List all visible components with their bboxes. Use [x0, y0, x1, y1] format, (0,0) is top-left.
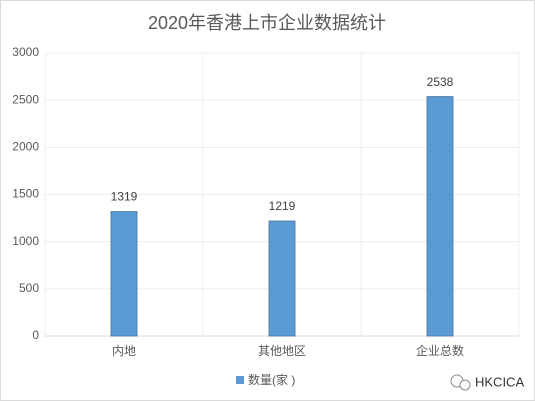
x-tick-label: 其他地区 — [258, 344, 306, 358]
y-tick-label: 1000 — [12, 234, 39, 248]
bar — [268, 220, 296, 337]
y-tick-label: 3000 — [12, 45, 39, 59]
x-tick-label: 企业总数 — [416, 343, 464, 358]
y-tick-label: 0 — [32, 328, 39, 342]
data-label: 1319 — [111, 190, 138, 204]
y-tick-label: 500 — [19, 281, 39, 295]
y-tick-label: 1500 — [12, 187, 39, 201]
chart-title: 2020年香港上市企业数据统计 — [148, 13, 386, 33]
data-label: 1219 — [269, 199, 296, 213]
x-tick-label: 内地 — [112, 344, 136, 358]
watermark-icon — [459, 379, 471, 391]
data-label: 2538 — [427, 75, 454, 89]
watermark-text: HKCICA — [475, 374, 524, 389]
y-tick-label: 2500 — [12, 92, 39, 106]
y-tick-label: 2000 — [12, 140, 39, 154]
bar — [110, 211, 138, 337]
bar — [426, 96, 454, 337]
legend-label: 数量(家 ) — [248, 372, 295, 387]
legend-swatch — [236, 376, 244, 384]
watermark: HKCICA — [450, 374, 524, 391]
